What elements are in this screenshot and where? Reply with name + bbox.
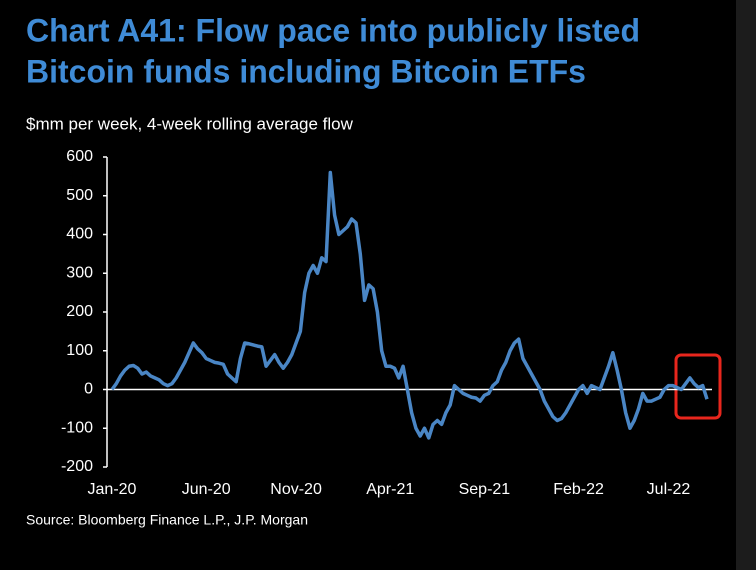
x-tick-label: Jan-20 — [88, 481, 137, 498]
y-tick-label: -100 — [61, 419, 93, 436]
source: Source: Bloomberg Finance L.P., J.P. Mor… — [26, 512, 308, 528]
x-tick-label: Jun-20 — [182, 481, 231, 498]
y-tick-label: 600 — [66, 148, 93, 165]
side-strip — [736, 0, 756, 570]
y-tick-label: 100 — [66, 342, 93, 359]
y-tick-label: 300 — [66, 264, 93, 281]
subtitle: $mm per week, 4-week rolling average flo… — [26, 114, 354, 133]
x-tick-label: Jul-22 — [647, 481, 691, 498]
y-tick-label: 200 — [66, 303, 93, 320]
y-tick-label: -200 — [61, 458, 93, 475]
line — [110, 170, 709, 440]
chart-title: Bitcoin funds including Bitcoin ETFs — [26, 53, 586, 89]
x-tick-label: Nov-20 — [270, 481, 322, 498]
x-tick-label: Apr-21 — [366, 481, 414, 498]
y-tick-label: 400 — [66, 226, 93, 243]
chart-title: Chart A41: Flow pace into publicly liste… — [26, 12, 640, 48]
x-tick-label: Feb-22 — [553, 481, 604, 498]
y-tick-label: 500 — [66, 187, 93, 204]
x-tick-label: Sep-21 — [459, 481, 511, 498]
y-tick-label: 0 — [84, 381, 93, 398]
